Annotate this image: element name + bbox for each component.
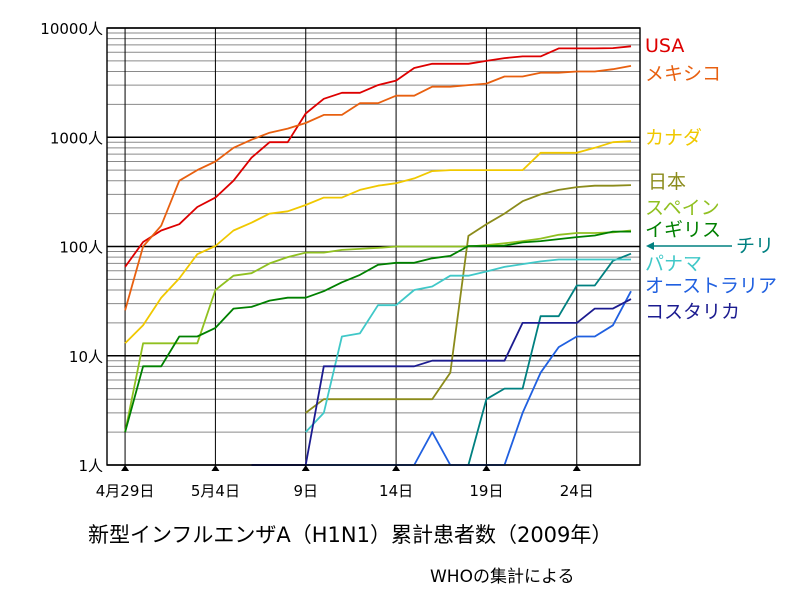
chile-pointer-arrowhead <box>646 242 654 250</box>
legend-label-3: 日本 <box>648 171 686 193</box>
series-lines <box>124 45 632 466</box>
x-tick-label: 9日 <box>293 482 318 500</box>
x-tick-label: 24日 <box>560 482 594 500</box>
chart-subtitle: WHOの集計による <box>430 567 574 587</box>
series-line-9 <box>251 298 632 466</box>
series-line-5 <box>124 230 631 433</box>
series-line-7 <box>305 258 631 433</box>
y-tick-label: 100人 <box>59 239 103 257</box>
legend-label-9: コスタリカ <box>645 301 740 323</box>
series-line-3 <box>305 184 632 414</box>
axes: 10000人 1000人 100人 10人 1人 4月29日 5月4日 9日 14日 19日 24日 <box>40 20 641 500</box>
y-tick-label: 1人 <box>78 457 103 475</box>
series-line-2 <box>124 140 632 344</box>
x-tick-marker <box>482 465 491 471</box>
y-tick-label: 10人 <box>69 348 103 366</box>
legend-label-1: メキシコ <box>645 63 721 85</box>
x-tick-label: 19日 <box>469 482 503 500</box>
grid <box>107 27 640 466</box>
plot-frame <box>106 27 641 466</box>
legend-label-0: USA <box>645 35 684 57</box>
y-tick-label: 10000人 <box>40 20 103 38</box>
y-tick-label: 1000人 <box>50 129 103 147</box>
series-line-8 <box>251 290 632 466</box>
x-tick-marker <box>211 465 220 471</box>
legend-label-2: カナダ <box>645 127 702 149</box>
series-line-1 <box>124 65 632 311</box>
series-line-4 <box>124 229 632 433</box>
legend-label-8: オーストラリア <box>645 275 777 297</box>
x-tick-marker <box>301 465 310 471</box>
legend-label-5: イギリス <box>645 219 721 241</box>
x-tick-marker <box>121 465 130 471</box>
x-tick-label: 14日 <box>379 482 413 500</box>
legend-label-6: チリ <box>736 235 774 257</box>
x-tick-marker <box>392 465 401 471</box>
chart-title: 新型インフルエンザA（H1N1）累計患者数（2009年） <box>88 523 612 547</box>
legend-label-7: パナマ <box>645 253 702 275</box>
x-tick-label: 4月29日 <box>96 482 155 500</box>
series-line-6 <box>467 252 632 466</box>
series-line-0 <box>124 45 632 268</box>
legend-label-4: スペイン <box>645 197 720 219</box>
x-tick-label: 5月4日 <box>191 482 240 500</box>
x-tick-marker <box>572 465 581 471</box>
